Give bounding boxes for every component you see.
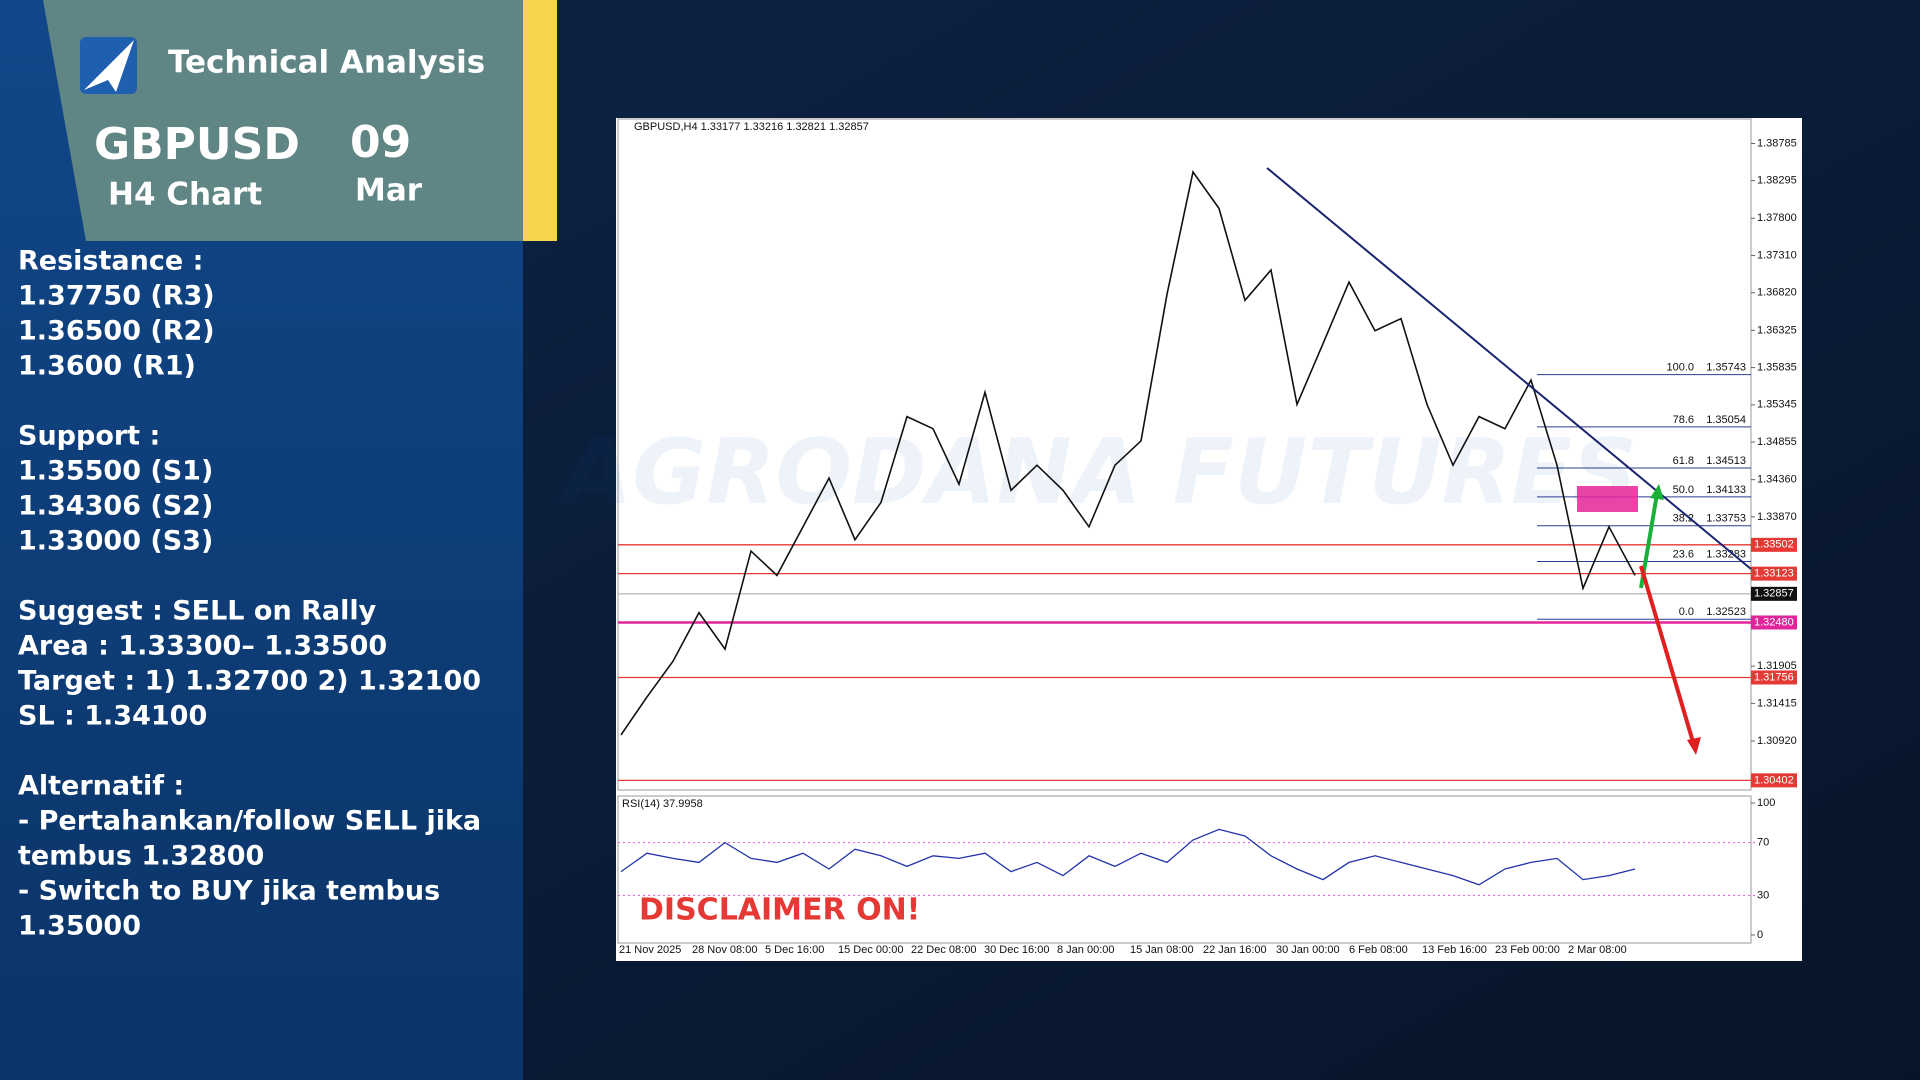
rsi-tick-label: 30 xyxy=(1757,889,1769,901)
note-line: 1.35000 xyxy=(18,911,141,942)
x-tick-label: 2 Mar 08:00 xyxy=(1568,944,1627,956)
level-label: 1.31756 xyxy=(1754,671,1794,683)
note-line: - Switch to BUY jika tembus xyxy=(18,876,440,907)
y-tick-label: 1.30920 xyxy=(1757,735,1797,747)
pair: GBPUSD xyxy=(94,119,300,170)
header-card xyxy=(43,0,523,241)
x-tick-label: 23 Feb 00:00 xyxy=(1495,944,1560,956)
chart-panel xyxy=(616,118,1802,961)
note-line: 1.35500 (S1) xyxy=(18,456,213,487)
rsi-label: RSI(14) 37.9958 xyxy=(622,798,703,810)
y-tick-label: 1.35835 xyxy=(1757,361,1797,373)
fib-value: 1.33283 xyxy=(1706,548,1746,560)
level-label: 1.30402 xyxy=(1754,774,1794,786)
x-tick-label: 6 Feb 08:00 xyxy=(1349,944,1408,956)
fib-value: 1.33753 xyxy=(1706,513,1746,525)
fib-level: 50.0 xyxy=(1673,484,1694,496)
x-tick-label: 15 Jan 08:00 xyxy=(1130,944,1194,956)
chart-header: GBPUSD,H4 1.33177 1.33216 1.32821 1.3285… xyxy=(634,121,869,133)
fib-value: 1.35743 xyxy=(1706,361,1746,373)
note-line: Suggest : SELL on Rally xyxy=(18,596,377,627)
level-badge xyxy=(1751,586,1797,601)
price-line xyxy=(620,170,1636,736)
note-line: Alternatif : xyxy=(18,771,184,802)
title: Technical Analysis xyxy=(168,45,485,81)
level-badge xyxy=(1751,615,1797,630)
note-line: Area : 1.33300– 1.33500 xyxy=(18,631,387,662)
rsi-tick-label: 70 xyxy=(1757,837,1769,849)
y-tick-label: 1.31905 xyxy=(1757,660,1797,672)
fib-level: 78.6 xyxy=(1673,414,1694,426)
level-label: 1.33502 xyxy=(1754,539,1794,551)
month: Mar xyxy=(355,173,423,209)
level-label: 1.32480 xyxy=(1754,616,1794,628)
rsi-tick-label: 100 xyxy=(1757,797,1775,809)
logo-arrow xyxy=(84,40,134,92)
disclaimer: DISCLAIMER ON! xyxy=(639,893,920,928)
note-line: 1.37750 (R3) xyxy=(18,281,215,312)
note-line: 1.33000 (S3) xyxy=(18,526,213,557)
level-badge xyxy=(1751,566,1797,581)
drop-arrow-head xyxy=(1687,737,1701,755)
y-tick-label: 1.35345 xyxy=(1757,399,1797,411)
fib-level: 0.0 xyxy=(1679,606,1694,618)
trend-line xyxy=(1266,167,1752,570)
x-tick-label: 5 Dec 16:00 xyxy=(765,944,824,956)
y-tick-label: 1.38295 xyxy=(1757,175,1797,187)
y-tick-label: 1.33870 xyxy=(1757,511,1797,523)
price-line xyxy=(620,828,1636,886)
fib-value: 1.34133 xyxy=(1706,484,1746,496)
fib-value: 1.34513 xyxy=(1706,455,1746,467)
level-badge xyxy=(1751,670,1797,685)
fib-level: 61.8 xyxy=(1673,455,1694,467)
y-tick-label: 1.37800 xyxy=(1757,212,1797,224)
note-line: Resistance : xyxy=(18,246,203,277)
x-tick-label: 13 Feb 16:00 xyxy=(1422,944,1487,956)
x-tick-label: 15 Dec 00:00 xyxy=(838,944,903,956)
fib-level: 23.6 xyxy=(1673,548,1694,560)
note-line: 1.36500 (R2) xyxy=(18,316,215,347)
y-tick-label: 1.37310 xyxy=(1757,249,1797,261)
y-tick-label: 1.34855 xyxy=(1757,436,1797,448)
rsi-frame xyxy=(617,795,1752,944)
x-tick-label: 28 Nov 08:00 xyxy=(692,944,757,956)
drop-arrow xyxy=(1639,565,1695,743)
x-tick-label: 22 Dec 08:00 xyxy=(911,944,976,956)
rally-arrow-head xyxy=(1650,484,1664,500)
level-label: 1.33123 xyxy=(1754,568,1794,580)
level-label: 1.32857 xyxy=(1754,588,1794,600)
x-tick-label: 21 Nov 2025 xyxy=(619,944,681,956)
x-tick-label: 30 Jan 00:00 xyxy=(1276,944,1340,956)
note-line: Support : xyxy=(18,421,160,452)
day: 09 xyxy=(350,117,411,168)
y-tick-label: 1.31415 xyxy=(1757,697,1797,709)
x-tick-label: 22 Jan 16:00 xyxy=(1203,944,1267,956)
fib-level: 38.2 xyxy=(1673,513,1694,525)
sell-area xyxy=(1577,486,1638,512)
y-tick-label: 1.36325 xyxy=(1757,324,1797,336)
chart-layer: 1.38785 1.38295 1.37800 1.37310 1.36820 1.363… xyxy=(618,137,1797,956)
note-line: SL : 1.34100 xyxy=(18,701,207,732)
rsi-tick-label: 0 xyxy=(1757,929,1763,941)
timeframe: H4 Chart xyxy=(108,177,262,213)
note-line: 1.34306 (S2) xyxy=(18,491,213,522)
y-tick-label: 1.38785 xyxy=(1757,137,1797,149)
price-frame xyxy=(617,118,1752,791)
fib-value: 1.35054 xyxy=(1706,414,1746,426)
level-badge xyxy=(1751,537,1797,552)
accent-strip xyxy=(523,0,557,241)
note-line: tembus 1.32800 xyxy=(18,841,264,872)
note-line: 1.3600 (R1) xyxy=(18,351,196,382)
x-tick-label: 8 Jan 00:00 xyxy=(1057,944,1115,956)
note-line: - Pertahankan/follow SELL jika xyxy=(18,806,481,837)
note-line: Target : 1) 1.32700 2) 1.32100 xyxy=(18,666,481,697)
level-badge xyxy=(1751,773,1797,788)
x-tick-label: 30 Dec 16:00 xyxy=(984,944,1049,956)
fib-level: 100.0 xyxy=(1666,361,1694,373)
fib-value: 1.32523 xyxy=(1706,606,1746,618)
y-tick-label: 1.34360 xyxy=(1757,474,1797,486)
y-tick-label: 1.36820 xyxy=(1757,287,1797,299)
